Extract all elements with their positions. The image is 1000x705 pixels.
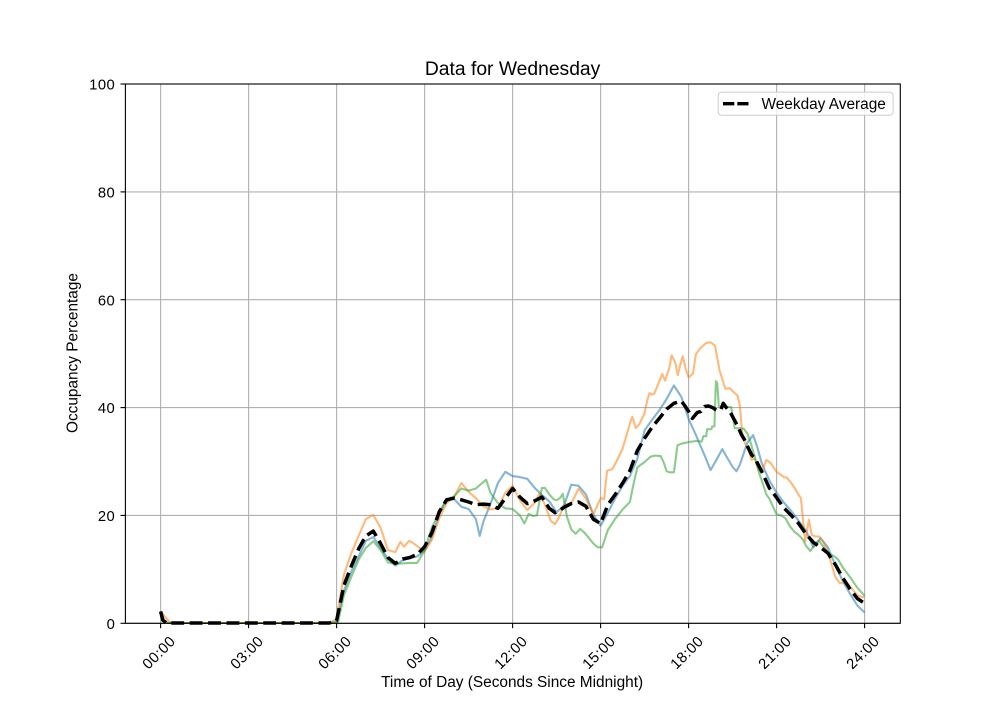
- svg-text:80: 80: [98, 186, 115, 202]
- svg-text:40: 40: [98, 401, 115, 417]
- svg-text:20: 20: [98, 509, 115, 525]
- svg-text:0: 0: [107, 617, 116, 633]
- svg-text:Occupancy Percentage: Occupancy Percentage: [64, 273, 81, 433]
- svg-text:60: 60: [98, 293, 115, 309]
- svg-text:100: 100: [89, 78, 115, 94]
- svg-text:Data for Wednesday: Data for Wednesday: [425, 59, 601, 80]
- svg-text:Time of Day (Seconds Since Mid: Time of Day (Seconds Since Midnight): [381, 674, 643, 691]
- svg-text:Weekday Average: Weekday Average: [762, 96, 886, 113]
